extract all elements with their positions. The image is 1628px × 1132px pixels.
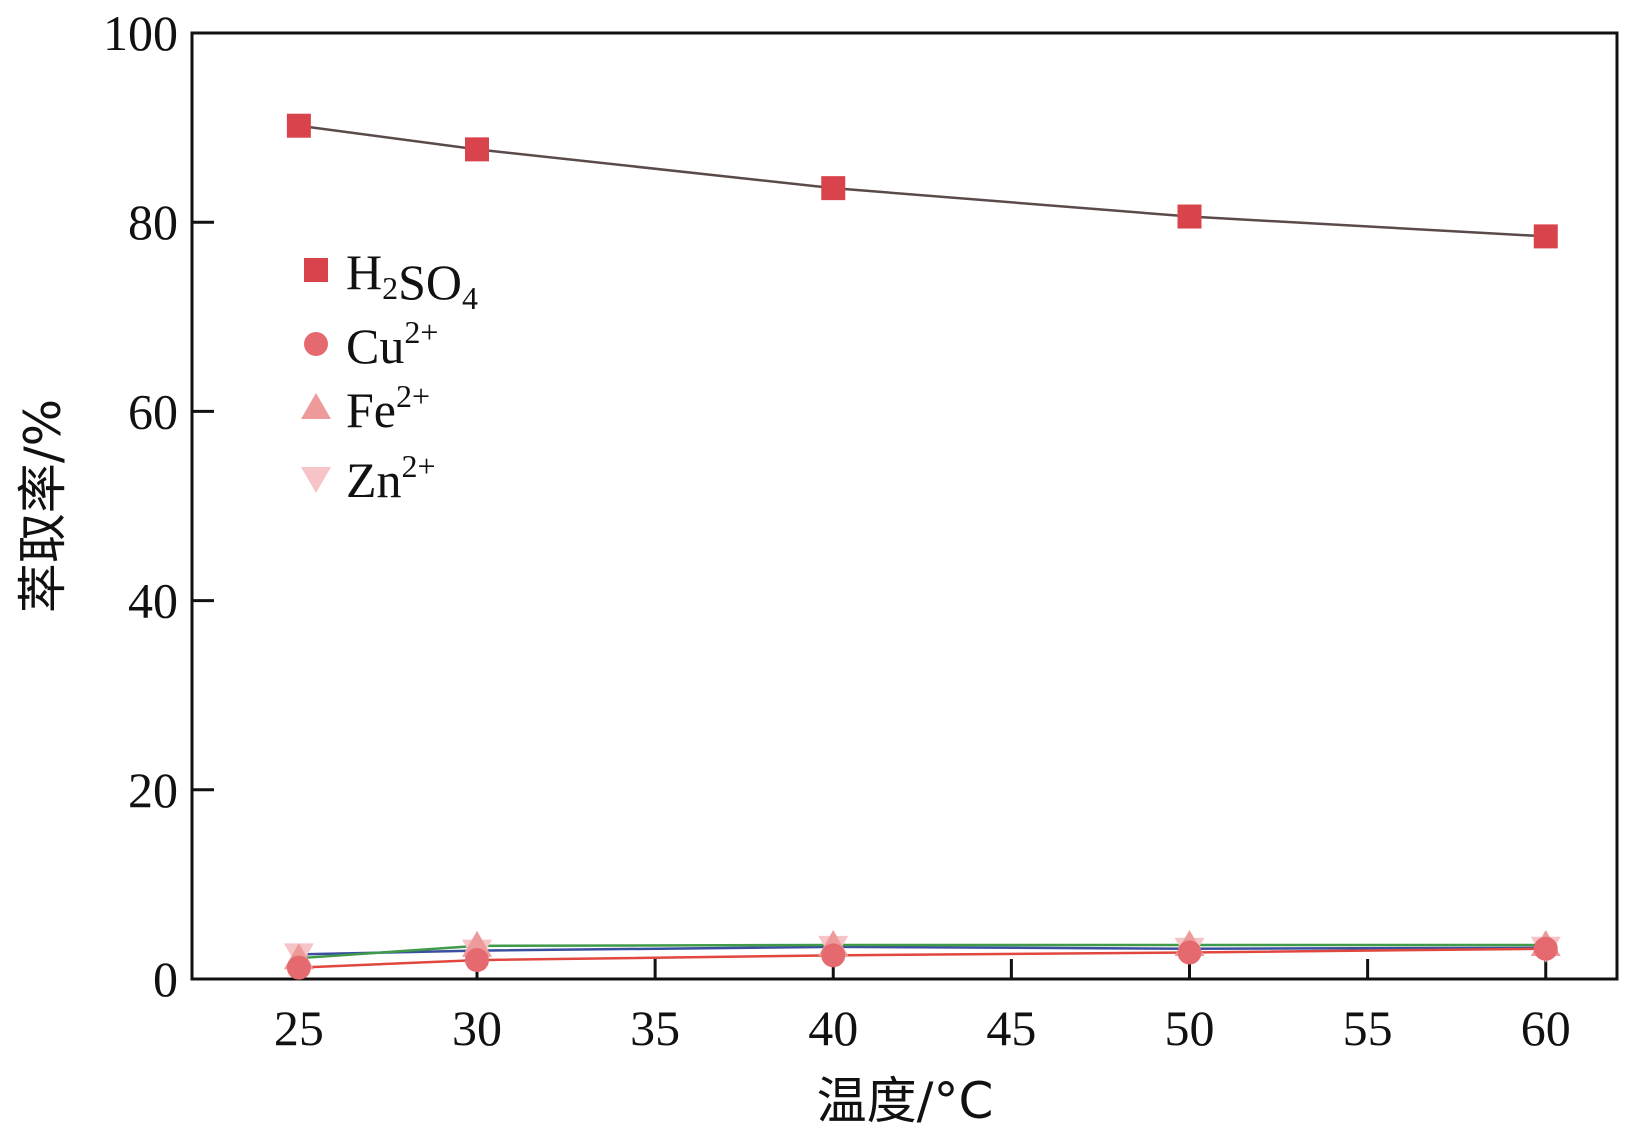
x-tick-label: 50 [1165,1000,1215,1056]
x-tick-label: 30 [452,1000,502,1056]
legend-label: Zn2+ [346,448,436,508]
x-tick-label: 25 [274,1000,324,1056]
y-tick-label: 40 [128,573,178,629]
x-axis: 25 30 35 40 45 50 55 60 [274,959,1571,1056]
y-tick-label: 20 [128,762,178,818]
y-axis: 0 20 40 60 80 100 [103,5,214,1007]
legend-marker [301,467,331,493]
data-point [821,176,846,201]
y-tick-label: 100 [103,5,178,61]
legend-label: H2SO4 [346,244,478,316]
series-lines [298,124,1546,969]
x-tick-label: 55 [1343,1000,1393,1056]
y-tick-label: 60 [128,383,178,439]
data-point [465,948,489,973]
legend-marker [301,393,331,419]
plot-area [190,31,1619,981]
data-point [1533,224,1558,249]
data-point [286,113,311,138]
y-axis-title: 萃取率/% [14,399,72,613]
legend-label: Cu2+ [346,314,438,374]
data-point [465,137,489,162]
data-point [1177,940,1202,965]
data-point [462,930,492,957]
x-tick-label: 40 [808,1000,858,1056]
legend-marker [304,258,328,282]
x-tick-label: 60 [1521,1000,1571,1056]
y-tick-label: 0 [153,951,178,1007]
data-point [1177,204,1202,229]
x-tick-label: 35 [630,1000,680,1056]
data-point [286,955,311,980]
data-point [1533,936,1558,961]
x-axis-title: 温度/°C [817,1072,994,1130]
legend-marker [304,332,328,356]
y-tick-label: 80 [128,194,178,250]
series-markers [283,113,1561,980]
x-tick-label: 45 [986,1000,1036,1056]
data-point [821,943,846,968]
legend-label: Fe2+ [346,378,430,438]
